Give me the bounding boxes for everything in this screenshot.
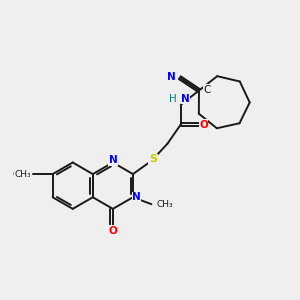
Text: H: H: [169, 94, 177, 103]
Text: CH₃: CH₃: [15, 169, 32, 178]
Text: N: N: [132, 192, 141, 202]
Text: O: O: [199, 119, 208, 130]
Text: S: S: [149, 154, 157, 164]
Text: O: O: [109, 226, 117, 236]
Text: CH₃: CH₃: [13, 169, 29, 178]
Text: N: N: [181, 94, 190, 103]
Text: CH₃: CH₃: [157, 200, 173, 209]
Text: C: C: [203, 85, 211, 94]
Text: N: N: [109, 155, 118, 165]
Text: N: N: [167, 72, 176, 82]
